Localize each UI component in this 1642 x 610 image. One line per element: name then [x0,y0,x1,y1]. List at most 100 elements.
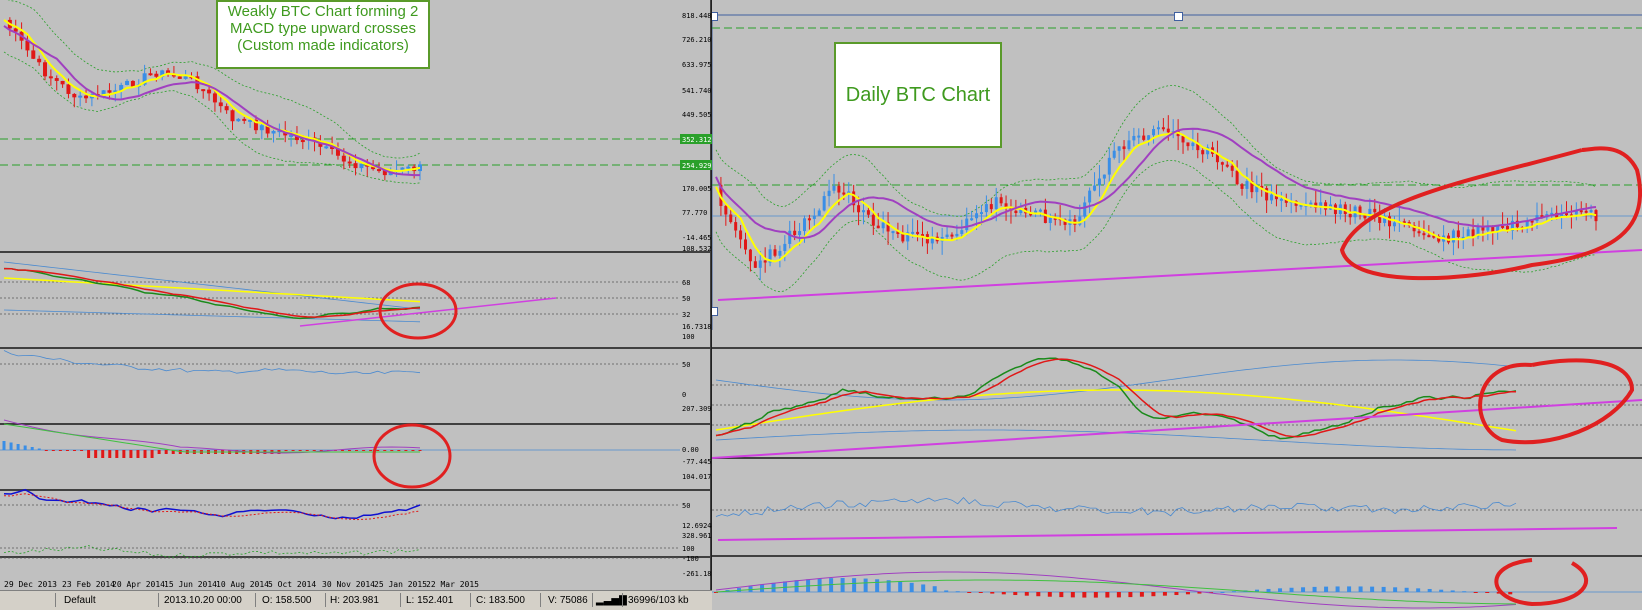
ind4-red-line [3,493,421,521]
daily-chart-window[interactable] [712,0,1642,609]
weekly-annotation-line-2: MACD type upward crosses [230,20,416,37]
ind2-trendline [717,527,1618,541]
daily-candle-body [1078,216,1082,225]
daily-candle-body [1097,178,1101,186]
daily-candle-body [886,222,890,232]
ind2-axis-label: 0 [682,391,686,399]
daily-candle-body [979,212,983,215]
ind1-axis-label: 16.7318 [682,323,712,331]
ind5-axis-label: 100 [682,545,695,553]
daily-candle-body [994,197,998,210]
weekly-candle-body [359,163,364,169]
daily-candle-body [1324,202,1328,210]
macd-histogram-bar [115,450,119,458]
daily-candle-body [857,205,861,213]
macd-histogram-bar [886,580,891,592]
daily-candle-body [1220,162,1224,165]
ind1-trendline [299,297,557,327]
lower-band [3,51,421,185]
selection-handle[interactable] [1174,12,1183,21]
macd-histogram-bar [305,450,309,451]
macd-histogram-bar [1404,587,1409,592]
daily-candle-body [960,230,964,234]
ema-slow-line [3,25,420,177]
weekly-candle-body [341,155,346,162]
ema-slow-line [715,127,1597,240]
weekly-candle-body [25,40,30,51]
daily-candle-body [876,225,880,229]
ind1-axis-label: 108.5325 [682,245,712,253]
macd-histogram-bar [1508,592,1513,595]
weekly-candle-body [382,170,387,176]
macd-histogram-bar [1347,586,1352,592]
annotation-circle [1478,358,1635,445]
weekly-candle-body [207,89,212,94]
daily-candle-body [1137,135,1141,138]
price-tag [680,160,712,170]
daily-candle-body [1112,150,1116,158]
macd-histogram-bar [87,450,91,458]
status-volume: V: 75086 [548,595,588,606]
daily-candle-body [1461,236,1465,239]
macd-histogram-bar [1358,586,1363,592]
macd-histogram-bar [1381,586,1386,592]
price-axis-label: 449.505 [682,111,712,119]
ind1-red-line [715,358,1516,438]
daily-chart-canvas[interactable] [712,0,1642,609]
daily-candle-body [916,231,920,235]
time-axis-label: 15 Jun 2014 [164,580,217,589]
macd-histogram-bar [397,450,401,451]
daily-candle-body [1432,235,1436,238]
daily-candle-body [1284,198,1288,203]
selection-handle[interactable] [712,307,718,316]
macd-histogram-bar [376,450,380,451]
macd-histogram-bar [108,450,112,458]
daily-candle-body [1506,226,1510,231]
macd-histogram-bar [298,450,302,451]
daily-candle-body [1427,235,1431,238]
price-axis-label: 818.448 [682,12,712,20]
macd-histogram-bar [840,578,845,592]
macd-histogram-bar [1278,588,1283,592]
daily-candle-body [1260,185,1264,189]
macd-histogram-bar [347,450,351,451]
macd-histogram-bar [58,450,62,451]
macd-histogram-bar [1370,586,1375,592]
weekly-candle-body [13,28,18,32]
daily-candle-body [1584,210,1588,213]
annotation-circle [1339,146,1642,281]
weekly-candle-body [406,166,411,169]
daily-candle-body [1255,185,1259,193]
daily-candle-body [989,204,993,210]
weekly-candle-body [113,90,118,93]
ind1-signal-line [3,277,421,303]
macd-histogram-bar [44,450,48,451]
selection-handle[interactable] [712,12,718,21]
daily-candle-body [1373,208,1377,213]
macd-histogram-bar [771,582,776,592]
daily-candle-body [1225,164,1229,167]
weekly-chart-window[interactable]: 818.448726.210633.975541.740449.505357.2… [0,0,712,590]
macd-histogram-bar [418,450,422,451]
macd-histogram-bar [978,592,983,593]
price-tag-label: 254.929 [682,162,712,170]
macd-histogram-bar [1335,586,1340,592]
weekly-annotation-line-1: Weakly BTC Chart forming 2 [227,3,419,20]
ind1-signal-line [715,389,1517,432]
weekly-chart-canvas[interactable]: 818.448726.210633.975541.740449.505357.2… [0,0,712,590]
macd-histogram-bar [362,450,366,451]
daily-candle-body [1043,209,1047,223]
daily-candle-body [768,249,772,263]
daily-candle-body [1196,142,1200,151]
ind4-axis-label: 104.0173 [682,473,712,481]
daily-candle-body [1378,212,1382,223]
daily-candle-body [734,222,738,231]
daily-candle-body [743,239,747,250]
price-axis-label: -14.465 [682,234,712,242]
daily-candle-body [1456,230,1460,237]
macd-histogram-bar [1496,592,1501,594]
price-tag [680,134,712,144]
daily-candle-body [1574,210,1578,215]
macd-histogram-bar [852,578,857,592]
macd-histogram-bar [383,450,387,451]
